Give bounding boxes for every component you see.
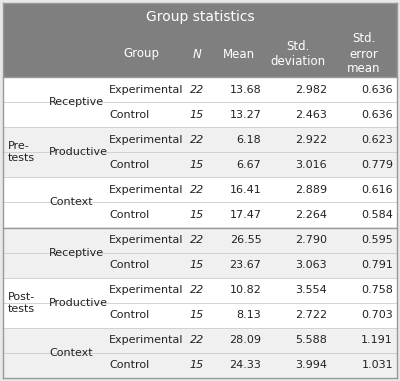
Text: Control: Control <box>109 210 149 220</box>
Text: 2.889: 2.889 <box>295 185 327 195</box>
Text: Context: Context <box>49 348 93 358</box>
Text: 22: 22 <box>190 185 204 195</box>
Text: 3.994: 3.994 <box>295 360 327 370</box>
Bar <box>3 177 397 202</box>
Text: Context: Context <box>49 197 93 207</box>
Text: 0.616: 0.616 <box>361 185 393 195</box>
Text: Std.
error
mean: Std. error mean <box>347 32 381 75</box>
Text: 22: 22 <box>190 85 204 94</box>
Text: Experimental: Experimental <box>109 135 184 145</box>
Text: 22: 22 <box>190 335 204 345</box>
Text: 2.922: 2.922 <box>295 135 327 145</box>
Text: 15: 15 <box>190 360 204 370</box>
Text: 0.623: 0.623 <box>361 135 393 145</box>
Text: 0.636: 0.636 <box>361 110 393 120</box>
Text: 15: 15 <box>190 260 204 270</box>
Text: 3.063: 3.063 <box>296 260 327 270</box>
Bar <box>3 31 397 77</box>
Text: 17.47: 17.47 <box>230 210 262 220</box>
Text: Mean: Mean <box>223 48 255 61</box>
Text: 1.191: 1.191 <box>361 335 393 345</box>
Text: 3.016: 3.016 <box>296 160 327 170</box>
Text: 0.758: 0.758 <box>361 285 393 295</box>
Text: 6.67: 6.67 <box>237 160 262 170</box>
Bar <box>3 227 397 253</box>
Bar <box>3 152 397 177</box>
Text: Experimental: Experimental <box>109 185 184 195</box>
Text: Post-
tests: Post- tests <box>8 292 35 314</box>
Text: Std.
deviation: Std. deviation <box>271 40 326 68</box>
Bar <box>3 3 397 31</box>
Text: 22: 22 <box>190 235 204 245</box>
Text: 13.27: 13.27 <box>230 110 262 120</box>
Text: 15: 15 <box>190 110 204 120</box>
Text: 8.13: 8.13 <box>237 310 262 320</box>
Text: Control: Control <box>109 260 149 270</box>
Text: 13.68: 13.68 <box>230 85 262 94</box>
Bar <box>3 303 397 328</box>
Text: 22: 22 <box>190 135 204 145</box>
Text: 0.791: 0.791 <box>361 260 393 270</box>
Text: 0.703: 0.703 <box>361 310 393 320</box>
Text: 2.722: 2.722 <box>295 310 327 320</box>
Text: 3.554: 3.554 <box>296 285 327 295</box>
Text: Experimental: Experimental <box>109 285 184 295</box>
Text: Control: Control <box>109 360 149 370</box>
Text: 5.588: 5.588 <box>295 335 327 345</box>
Text: 23.67: 23.67 <box>230 260 262 270</box>
Text: 16.41: 16.41 <box>230 185 262 195</box>
Text: 2.264: 2.264 <box>295 210 327 220</box>
Bar <box>3 102 397 127</box>
Bar <box>3 353 397 378</box>
Text: Experimental: Experimental <box>109 235 184 245</box>
Bar <box>3 77 397 102</box>
Text: Group statistics: Group statistics <box>146 10 254 24</box>
Text: 0.584: 0.584 <box>361 210 393 220</box>
Text: Productive: Productive <box>49 298 108 308</box>
Text: 1.031: 1.031 <box>361 360 393 370</box>
Text: Receptive: Receptive <box>49 248 104 258</box>
Bar <box>3 253 397 278</box>
Text: Experimental: Experimental <box>109 85 184 94</box>
Text: Productive: Productive <box>49 147 108 157</box>
Bar <box>3 328 397 353</box>
Text: Control: Control <box>109 310 149 320</box>
Text: Experimental: Experimental <box>109 335 184 345</box>
Text: Pre-
tests: Pre- tests <box>8 141 35 163</box>
Bar <box>3 202 397 227</box>
Text: 2.463: 2.463 <box>295 110 327 120</box>
Text: Group: Group <box>124 48 160 61</box>
Bar <box>3 127 397 152</box>
Text: 0.636: 0.636 <box>361 85 393 94</box>
Text: 0.595: 0.595 <box>361 235 393 245</box>
Text: 15: 15 <box>190 210 204 220</box>
Text: 15: 15 <box>190 310 204 320</box>
Text: 15: 15 <box>190 160 204 170</box>
Text: 10.82: 10.82 <box>230 285 262 295</box>
Text: Receptive: Receptive <box>49 97 104 107</box>
Text: 26.55: 26.55 <box>230 235 262 245</box>
Text: 22: 22 <box>190 285 204 295</box>
Text: Control: Control <box>109 110 149 120</box>
Text: 28.09: 28.09 <box>230 335 262 345</box>
Text: 24.33: 24.33 <box>230 360 262 370</box>
Bar <box>3 278 397 303</box>
Text: 2.790: 2.790 <box>295 235 327 245</box>
Text: N: N <box>192 48 201 61</box>
Text: 6.18: 6.18 <box>237 135 262 145</box>
Text: 2.982: 2.982 <box>295 85 327 94</box>
Text: Control: Control <box>109 160 149 170</box>
Text: 0.779: 0.779 <box>361 160 393 170</box>
